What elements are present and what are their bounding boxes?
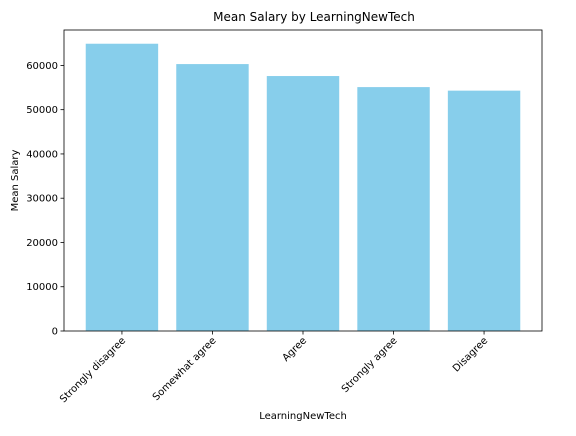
y-tick-label: 0 (52, 327, 58, 338)
x-axis-ticks: Strongly disagree Somewhat agree Agree Stro… (58, 331, 490, 405)
bars-group (86, 44, 521, 331)
chart-title: Mean Salary by LearningNewTech (213, 10, 415, 24)
bar-strongly-agree (357, 87, 429, 331)
bar-strongly-disagree (86, 44, 158, 331)
bar-disagree (448, 91, 520, 331)
x-tick-label: Strongly disagree (58, 335, 128, 405)
y-tick-label: 50000 (26, 105, 58, 116)
x-tick-label: Strongly agree (340, 335, 400, 395)
x-tick-label: Disagree (451, 335, 490, 374)
y-tick-label: 30000 (26, 194, 58, 205)
y-axis-label: Mean Salary (10, 150, 21, 212)
y-tick-label: 40000 (26, 149, 58, 160)
bar-somewhat-agree (176, 64, 248, 331)
y-axis-ticks: 0 10000 20000 30000 40000 50000 60000 (26, 61, 64, 338)
y-tick-label: 10000 (26, 282, 58, 293)
y-tick-label: 60000 (26, 61, 58, 72)
y-tick-label: 20000 (26, 238, 58, 249)
x-tick-label: Somewhat agree (151, 335, 219, 403)
bar-agree (267, 76, 339, 331)
x-tick-label: Agree (281, 335, 310, 364)
x-axis-label: LearningNewTech (259, 411, 347, 422)
